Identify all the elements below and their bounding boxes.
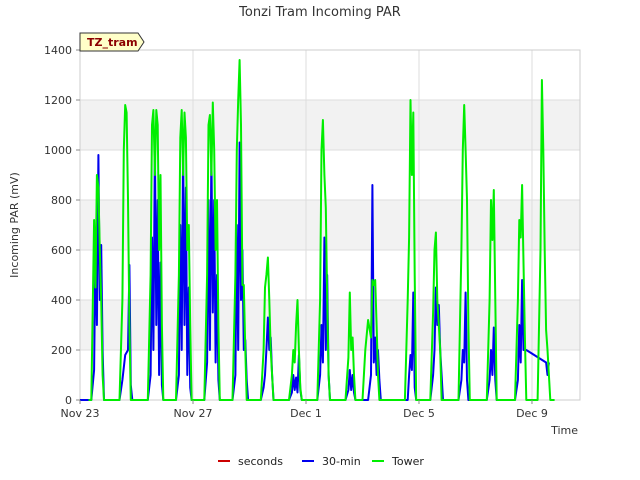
plot-band: [80, 50, 580, 100]
y-tick-label: 400: [51, 294, 72, 307]
plot-band: [80, 250, 580, 300]
plot-band: [80, 200, 580, 250]
legend-label: Tower: [391, 455, 424, 468]
legend-label: 30-min: [322, 455, 361, 468]
site-badge: TZ_tram: [79, 32, 145, 52]
x-axis-title: Time: [550, 424, 578, 437]
y-tick-label: 600: [51, 244, 72, 257]
y-tick-label: 200: [51, 344, 72, 357]
x-tick-label: Dec 5: [403, 407, 435, 420]
plot-band: [80, 300, 580, 350]
x-tick-label: Nov 27: [174, 407, 213, 420]
series-layer: [80, 59, 555, 401]
plot-band: [80, 150, 580, 200]
site-badge-label: TZ_tram: [87, 36, 138, 49]
y-tick-label: 0: [65, 394, 72, 407]
x-axis-ticks: Nov 23 Nov 27 Dec 1 Dec 5 Dec 9: [61, 400, 548, 420]
series-line-tower: [88, 59, 555, 401]
y-tick-label: 1000: [44, 144, 72, 157]
legend-label: seconds: [238, 455, 283, 468]
y-axis-ticks: 0 200 400 600 800 1000 1200 1400: [44, 44, 80, 407]
plot-band: [80, 100, 580, 150]
x-tick-label: Nov 23: [61, 407, 100, 420]
chart-title: Tonzi Tram Incoming PAR: [238, 5, 401, 20]
site-badge-shape: [79, 32, 145, 52]
y-tick-label: 1200: [44, 94, 72, 107]
y-axis-title: Incoming PAR (mV): [8, 172, 21, 278]
y-tick-label: 800: [51, 194, 72, 207]
x-tick-label: Dec 9: [516, 407, 548, 420]
y-tick-label: 1400: [44, 44, 72, 57]
x-tick-label: Dec 1: [290, 407, 322, 420]
legend: seconds 30-min Tower: [218, 455, 424, 468]
